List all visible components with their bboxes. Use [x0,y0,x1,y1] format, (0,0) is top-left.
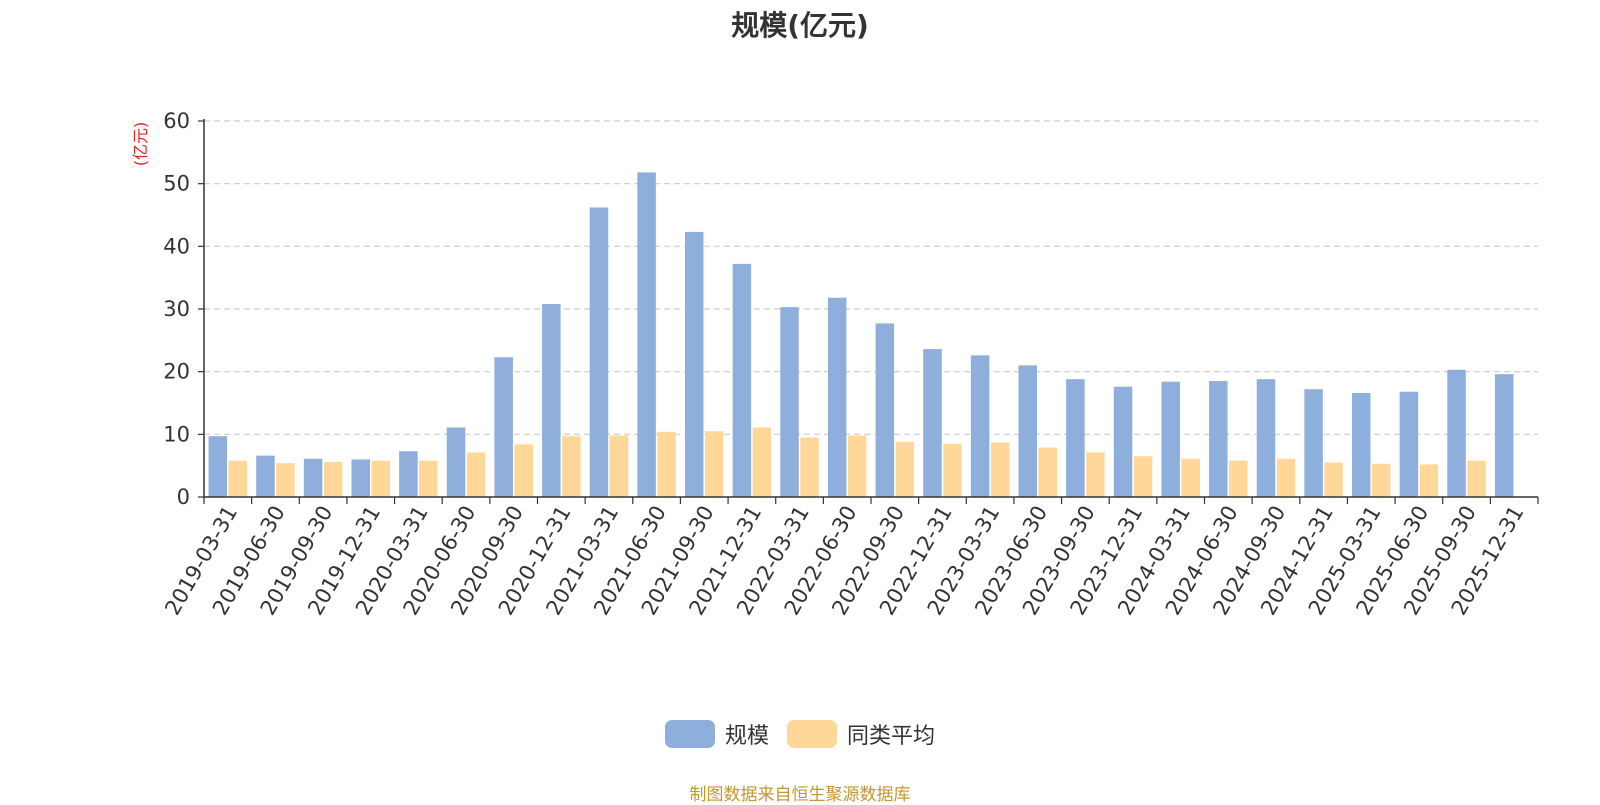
y-tick-label: 30 [163,297,190,321]
bar-scale [875,323,895,497]
bar-peer-average [276,463,295,497]
bar-scale [399,451,418,497]
bar-scale [1209,381,1228,497]
y-tick-label: 20 [163,360,190,384]
bars [208,172,1514,498]
legend-item-peer-average[interactable]: 同类平均 [787,718,935,750]
legend-item-scale[interactable]: 规模 [664,718,769,750]
legend: 规模 同类平均 [0,718,1600,750]
bar-scale [1399,391,1419,497]
y-tick-label: 40 [163,234,190,258]
bar-peer-average [943,443,962,497]
bar-peer-average [1372,463,1391,497]
legend-label-scale: 规模 [724,724,769,749]
bar-peer-average [1324,462,1343,497]
bar-peer-average [1038,447,1057,497]
bar-scale [1447,369,1466,497]
bar-peer-average [1276,458,1296,497]
bar-peer-average [800,437,819,497]
bar-peer-average [371,460,390,497]
bar-peer-average [466,452,486,497]
bar-peer-average [895,441,915,497]
bar-scale [446,427,466,497]
y-tick-label: 50 [163,172,190,196]
bar-peer-average [1419,464,1439,497]
bar-peer-average [609,435,629,497]
bar-peer-average [514,444,533,497]
bar-scale [732,263,752,497]
bar-peer-average [562,436,581,497]
bar-peer-average [1181,458,1200,497]
bar-peer-average [847,435,867,497]
bar-peer-average [752,427,772,497]
chart-title: 规模(亿元) [731,9,869,42]
bar-scale [208,436,228,497]
bar-scale [1066,379,1085,497]
bar-scale [1256,379,1276,497]
bar-scale [1494,374,1514,497]
bar-scale [685,231,704,498]
bar-peer-average [1133,456,1153,497]
bar-scale [1018,365,1037,497]
bar-scale [256,455,275,497]
bar-scale [1304,389,1323,497]
grid-lines [204,120,1538,435]
y-tick-label: 60 [163,109,190,133]
bar-peer-average [990,442,1010,497]
bar-scale [1352,392,1371,497]
bar-peer-average [657,431,676,497]
bar-peer-average [323,461,343,497]
bar-peer-average [419,460,438,497]
legend-swatch-peer-average [787,720,837,748]
y-tick-label: 0 [177,485,190,509]
bar-scale [923,349,942,497]
bar-peer-average [1229,460,1248,497]
bar-scale [1161,381,1180,497]
bar-peer-average [705,431,724,497]
bar-scale [303,458,323,497]
legend-swatch-scale [664,720,715,748]
bar-peer-average [228,460,248,497]
y-tick-label: 10 [163,422,190,446]
bar-scale [827,297,847,497]
bar-peer-average [1086,452,1105,497]
bar-scale [494,357,513,497]
source-note: 制图数据来自恒生聚源数据库 [689,785,911,805]
bar-peer-average [1467,460,1486,497]
bar-scale [542,303,561,497]
bar-scale [351,459,370,497]
bar-scale [970,355,990,497]
bar-scale [589,207,609,498]
bar-scale [1113,386,1133,497]
bar-scale [780,307,799,497]
y-axis-label: (亿元) [131,122,150,167]
legend-label-peer-average: 同类平均 [847,724,936,749]
axes: 01020304050602019-03-312019-06-302019-09… [160,109,1539,619]
bar-scale [637,172,656,498]
